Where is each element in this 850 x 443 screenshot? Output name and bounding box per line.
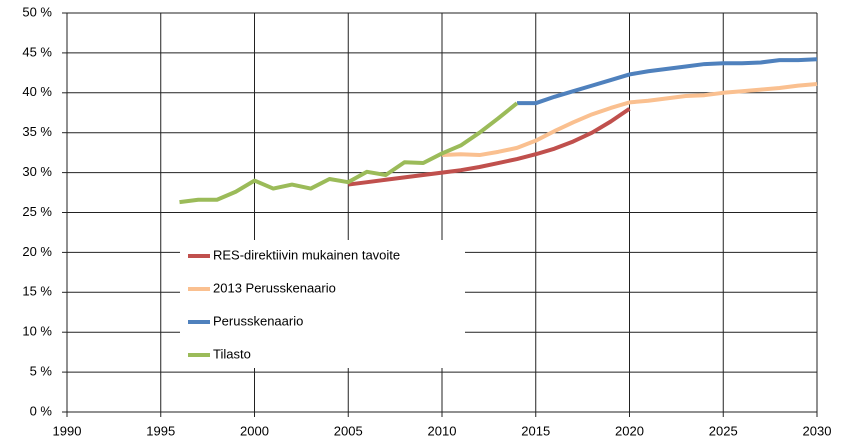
- x-tick-label: 2020: [615, 423, 644, 438]
- x-tick-label: 1990: [53, 423, 82, 438]
- legend-label: Perusskenaario: [213, 313, 303, 328]
- y-tick-label: 40 %: [22, 84, 52, 99]
- x-tick-label: 2030: [803, 423, 832, 438]
- legend-label: 2013 Perusskenaario: [213, 280, 336, 295]
- x-tick-label: 2005: [334, 423, 363, 438]
- series-line: [517, 57, 818, 106]
- y-tick-label: 50 %: [22, 4, 52, 19]
- series-line: [347, 107, 631, 187]
- y-tick-label: 0 %: [30, 403, 53, 418]
- x-tick-label: 2015: [521, 423, 550, 438]
- y-tick-label: 10 %: [22, 324, 52, 339]
- x-tick-label: 2025: [709, 423, 738, 438]
- series-line: [179, 101, 519, 205]
- y-tick-label: 35 %: [22, 124, 52, 139]
- y-tick-label: 15 %: [22, 284, 52, 299]
- legend-label: Tilasto: [213, 346, 251, 361]
- legend-box: [180, 240, 465, 368]
- x-tick-label: 1995: [146, 423, 175, 438]
- y-tick-label: 30 %: [22, 164, 52, 179]
- series-line: [441, 82, 818, 158]
- x-tick-label: 2000: [240, 423, 269, 438]
- y-tick-label: 25 %: [22, 204, 52, 219]
- y-tick-label: 20 %: [22, 244, 52, 259]
- y-tick-label: 5 %: [30, 364, 53, 379]
- legend-label: RES-direktiivin mukainen tavoite: [213, 247, 400, 262]
- y-tick-label: 45 %: [22, 44, 52, 59]
- x-tick-label: 2010: [428, 423, 457, 438]
